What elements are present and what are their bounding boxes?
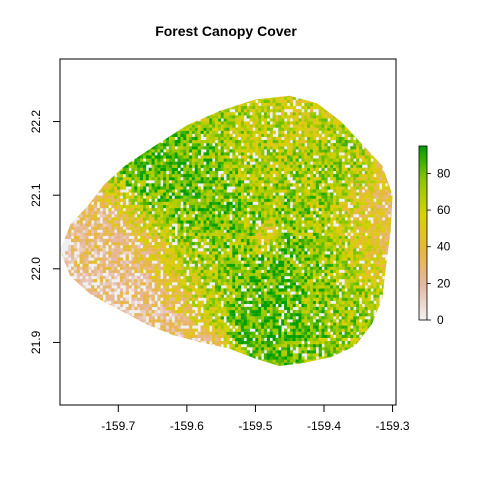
colorbar-tick-label: 80 <box>437 166 451 180</box>
colorbar-tick-label: 60 <box>437 203 451 217</box>
colorbar-tick-label: 40 <box>437 240 451 254</box>
x-tick-label: -159.4 <box>307 419 341 433</box>
colorbar <box>418 145 428 321</box>
y-tick-label: 22.2 <box>29 110 43 134</box>
map-panel <box>60 95 393 367</box>
colorbar-tick-label: 0 <box>437 313 444 327</box>
y-tick-label: 21.9 <box>29 330 43 354</box>
x-tick-label: -159.7 <box>101 419 135 433</box>
chart-title: Forest Canopy Cover <box>155 23 297 39</box>
colorbar-ticks: 0 20 40 60 80 <box>427 166 451 327</box>
y-tick-label: 22.1 <box>29 183 43 207</box>
y-tick-label: 22.0 <box>29 257 43 281</box>
x-tick-label: -159.5 <box>238 419 272 433</box>
x-axis: -159.7 -159.6 -159.5 -159.4 -159.3 <box>101 405 410 433</box>
plot-frame <box>59 58 397 406</box>
canopy-raster <box>60 95 393 367</box>
y-axis: 21.9 22.0 22.1 22.2 <box>29 110 60 354</box>
x-tick-label: -159.6 <box>170 419 204 433</box>
colorbar-legend: 0 20 40 60 80 <box>418 145 451 327</box>
x-tick-label: -159.3 <box>376 419 410 433</box>
colorbar-tick-label: 20 <box>437 276 451 290</box>
